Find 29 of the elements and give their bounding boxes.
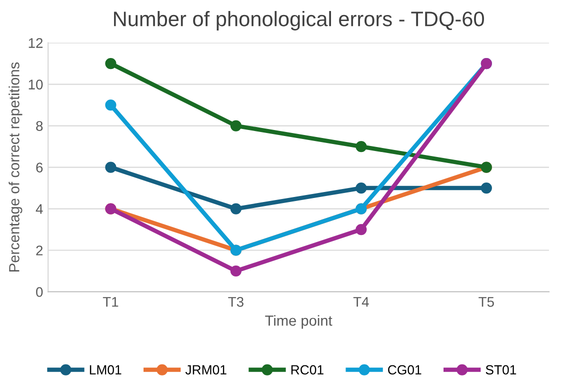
y-tick-label: 0 <box>36 287 43 297</box>
legend-label: CG01 <box>388 365 422 375</box>
point <box>480 182 492 194</box>
x-tick-label: T3 <box>228 296 244 307</box>
point <box>105 162 116 173</box>
x-tick-label: T5 <box>478 297 494 307</box>
y-tick-label: 4 <box>36 204 43 214</box>
chart-title: Number of phonological errors - TDQ-60 <box>114 11 484 30</box>
point <box>356 182 367 194</box>
y-tick-label: 6 <box>36 162 43 172</box>
y-tick-label: 10 <box>28 80 43 90</box>
legend-label: JRM01 <box>185 365 226 375</box>
legend-label: LM01 <box>90 365 122 375</box>
x-tick-label: T4 <box>353 297 369 307</box>
x-tick-label: T1 <box>102 297 118 307</box>
x-axis-title: Time point <box>265 315 332 329</box>
point <box>230 203 242 214</box>
point <box>105 58 116 70</box>
y-axis-title: Percentage of correct repetitions <box>8 62 22 272</box>
y-tick-label: 12 <box>28 38 43 48</box>
point <box>105 99 116 111</box>
point <box>356 140 367 152</box>
point <box>230 265 242 277</box>
legend-label: RC01 <box>291 365 324 375</box>
legend-label: ST01 <box>486 365 516 375</box>
point <box>356 224 367 236</box>
y-tick-label: 8 <box>36 121 43 131</box>
y-tick-label: 2 <box>36 246 43 256</box>
point <box>230 120 242 132</box>
